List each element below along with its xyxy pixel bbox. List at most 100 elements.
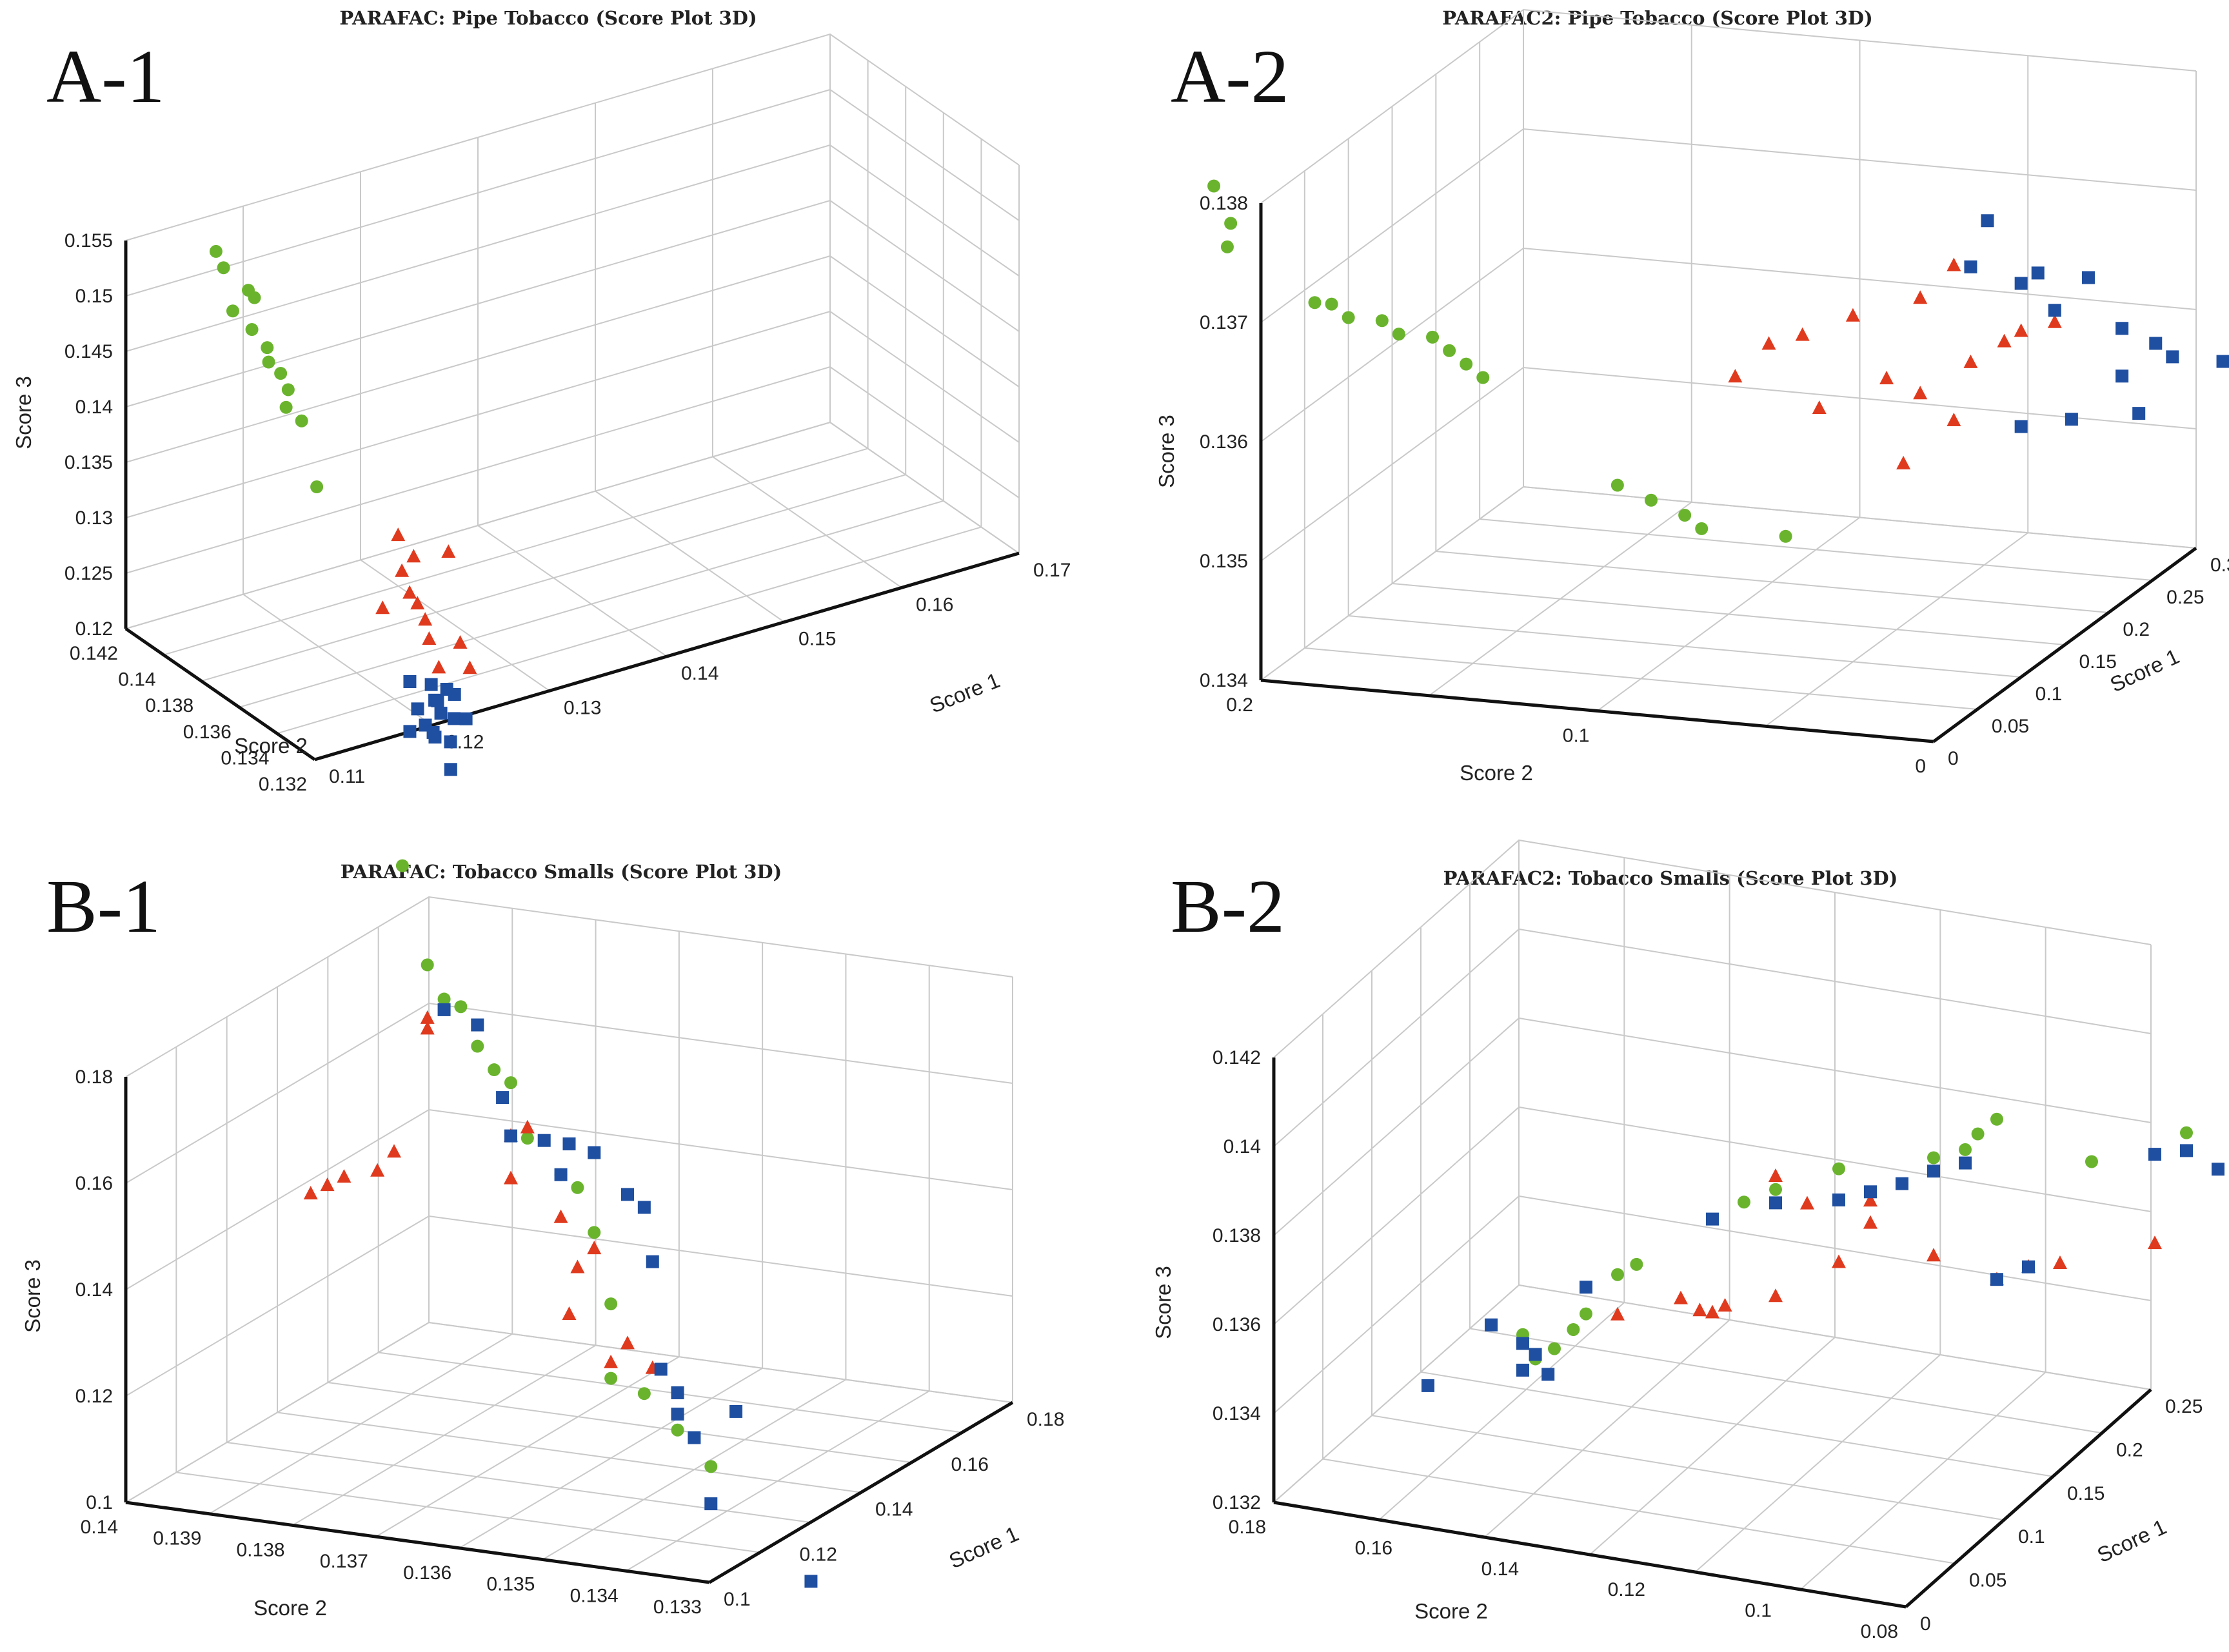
red-point bbox=[410, 596, 425, 610]
score2-tick-label: 0.12 bbox=[1608, 1579, 1645, 1600]
panel-a1: PARAFAC: Pipe Tobacco (Score Plot 3D) A-… bbox=[12, 7, 1071, 795]
blue-point bbox=[411, 702, 424, 716]
red-point bbox=[562, 1306, 577, 1320]
blue-point bbox=[1981, 214, 1994, 228]
red-point bbox=[620, 1335, 635, 1350]
score3-tick-label: 0.135 bbox=[1200, 551, 1248, 572]
grid-box bbox=[1273, 839, 2152, 1608]
green-point bbox=[437, 992, 451, 1006]
score1-axis-label: Score 1 bbox=[2106, 644, 2183, 697]
floor-grid-line bbox=[375, 1356, 680, 1538]
wall-grid-line bbox=[125, 421, 1020, 629]
red-point bbox=[1761, 336, 1776, 350]
wall-grid-line bbox=[125, 896, 1013, 1077]
blue-point bbox=[621, 1188, 634, 1201]
blue-point bbox=[444, 763, 457, 776]
score1-tick-label: 0 bbox=[1920, 1613, 1931, 1635]
wall-grid-line bbox=[1260, 8, 2197, 204]
blue-point bbox=[2115, 322, 2129, 335]
blue-point bbox=[1927, 1165, 1940, 1178]
green-point bbox=[217, 261, 230, 275]
score2-axis-label: Score 2 bbox=[253, 1596, 327, 1620]
red-point bbox=[1963, 354, 1978, 368]
blue-point bbox=[2180, 1144, 2193, 1157]
green-point bbox=[1959, 1143, 1972, 1156]
red-point bbox=[1845, 308, 1860, 322]
score3-tick-label: 0.138 bbox=[1213, 1225, 1261, 1246]
data-points bbox=[209, 244, 477, 776]
score3-tick-label: 0.14 bbox=[75, 1279, 113, 1301]
green-point bbox=[1779, 529, 1792, 543]
score1-ticks: 0.1 0.12 0.14 0.16 0.18 bbox=[724, 1409, 1064, 1610]
score3-ticks: 0.134 0.135 0.136 0.137 0.138 bbox=[1200, 193, 1248, 691]
score3-tick-label: 0.134 bbox=[1213, 1403, 1261, 1424]
score3-tick-label: 0.16 bbox=[75, 1173, 113, 1194]
score3-axis-label: Score 3 bbox=[1154, 415, 1178, 488]
blue-point bbox=[588, 1146, 601, 1159]
green-point bbox=[1220, 240, 1234, 253]
green-point bbox=[2085, 1155, 2098, 1168]
blue-point bbox=[646, 1255, 659, 1268]
green-point bbox=[1769, 1183, 1782, 1196]
red-point bbox=[2053, 1255, 2067, 1269]
wall-grid-line bbox=[125, 199, 1020, 408]
chart-title: PARAFAC: Tobacco Smalls (Score Plot 3D) bbox=[341, 861, 782, 883]
red-point bbox=[1947, 413, 1961, 426]
score3-tick-label: 0.136 bbox=[1200, 431, 1248, 453]
blue-point bbox=[1990, 1273, 2003, 1286]
red-point bbox=[1863, 1215, 1877, 1229]
red-point bbox=[418, 612, 433, 626]
red-point bbox=[1863, 1193, 1877, 1207]
wall-grid-line bbox=[125, 366, 1020, 574]
blue-point bbox=[1896, 1177, 1908, 1190]
score3-tick-label: 0.145 bbox=[64, 341, 113, 362]
score1-tick-label: 0.11 bbox=[329, 766, 365, 787]
grid-box bbox=[125, 896, 1013, 1583]
score1-tick-label: 0.05 bbox=[1992, 716, 2029, 737]
red-point bbox=[462, 660, 477, 674]
floor-grid-line bbox=[176, 1471, 760, 1553]
score3-tick-label: 0.14 bbox=[1223, 1136, 1261, 1157]
score1-tick-label: 0.25 bbox=[2166, 587, 2204, 608]
score1-axis-label: Score 1 bbox=[926, 668, 1003, 718]
blue-point bbox=[444, 735, 457, 749]
green-point bbox=[1990, 1112, 2003, 1126]
green-point bbox=[281, 383, 295, 397]
score1-tick-label: 0.15 bbox=[2067, 1483, 2105, 1504]
red-point bbox=[2047, 314, 2062, 328]
blue-point bbox=[2132, 407, 2146, 420]
red-point bbox=[1927, 1248, 1941, 1262]
red-point bbox=[420, 1021, 435, 1035]
blue-point bbox=[1769, 1196, 1782, 1210]
blue-point bbox=[459, 712, 473, 725]
score2-tick-label: 0.14 bbox=[1481, 1559, 1519, 1580]
panel-label: A-2 bbox=[1171, 34, 1289, 119]
score3-tick-label: 0.12 bbox=[75, 618, 113, 640]
score2-tick-label: 0.1 bbox=[1563, 725, 1590, 747]
blue-point bbox=[1580, 1281, 1592, 1294]
blue-point bbox=[448, 687, 461, 701]
red-point bbox=[1913, 386, 1928, 400]
red-point bbox=[587, 1241, 602, 1255]
score1-tick-label: 0.3 bbox=[2210, 555, 2229, 576]
score1-tick-label: 0.15 bbox=[2079, 651, 2117, 673]
red-point bbox=[320, 1177, 335, 1192]
red-point bbox=[1728, 369, 1743, 383]
green-point bbox=[1580, 1307, 1592, 1321]
green-point bbox=[588, 1226, 601, 1239]
score1-tick-label: 0.2 bbox=[2116, 1439, 2143, 1460]
blue-point bbox=[1706, 1212, 1719, 1226]
data-points bbox=[1422, 1112, 2224, 1392]
score3-axis-label: Score 3 bbox=[1151, 1266, 1175, 1339]
green-point bbox=[520, 1132, 534, 1145]
red-point bbox=[420, 1010, 435, 1024]
green-point bbox=[671, 1423, 684, 1437]
score2-tick-label: 0.18 bbox=[1229, 1517, 1266, 1538]
panel-b2: PARAFAC2: Tobacco Smalls (Score Plot 3D)… bbox=[1151, 839, 2224, 1642]
score3-tick-label: 0.1 bbox=[86, 1492, 113, 1513]
wall-grid-line bbox=[125, 255, 1020, 463]
red-point bbox=[1768, 1168, 1783, 1182]
green-point bbox=[1460, 357, 1473, 371]
green-point bbox=[604, 1297, 618, 1311]
score1-tick-label: 0.2 bbox=[2123, 619, 2150, 640]
